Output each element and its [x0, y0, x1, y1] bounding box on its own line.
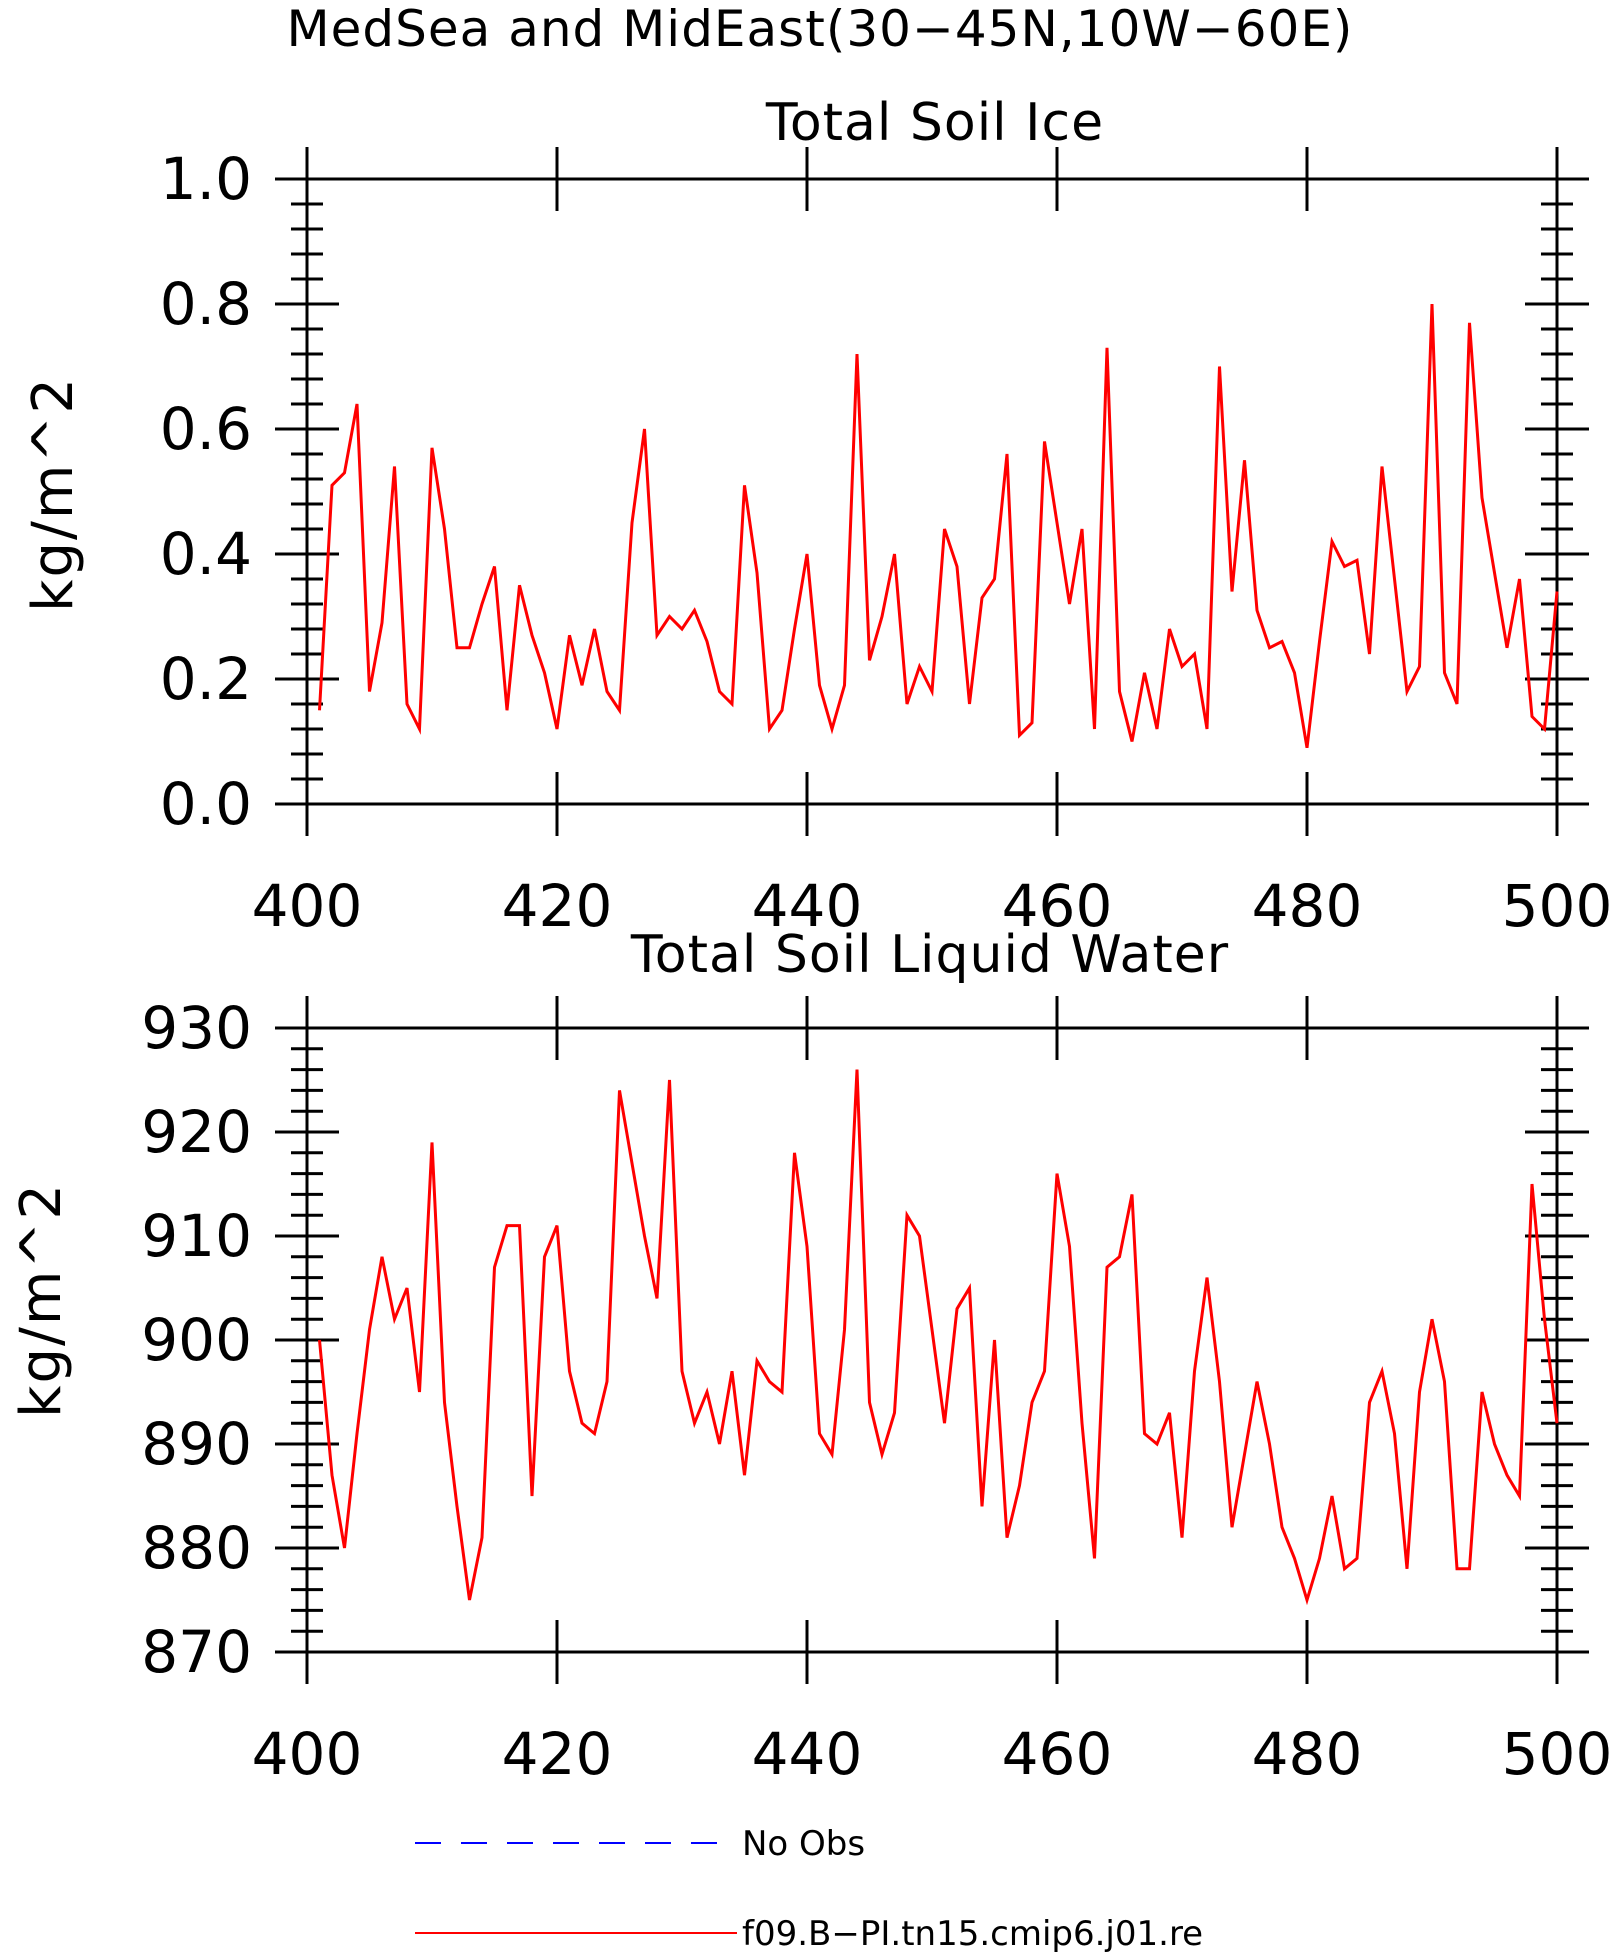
x-tick-labels: 400 420 440 460 480 500 [252, 1720, 1613, 1788]
panel-title: Total Soil Ice [765, 93, 1104, 153]
y-tick-label: 920 [141, 1098, 252, 1166]
panel-total-soil-ice: Total Soil Ice kg/m^2 0.0 0.2 0.4 0.6 0.8 1.0… [21, 93, 1612, 940]
y-tick-label: 0.2 [160, 645, 252, 713]
x-tick-label: 500 [1502, 1720, 1613, 1788]
y-tick-label: 0.6 [160, 395, 252, 463]
x-tick-label: 480 [1252, 1720, 1363, 1788]
y-axis-label: kg/m^2 [9, 1182, 74, 1418]
y-tick-label: 870 [141, 1618, 252, 1686]
x-tick-label: 460 [1002, 872, 1113, 940]
plot-frame [305, 177, 1559, 806]
axis-ticks [275, 147, 1589, 836]
x-tick-label: 420 [502, 872, 613, 940]
x-tick-label: 500 [1502, 872, 1613, 940]
x-tick-label: 440 [752, 872, 863, 940]
axis-ticks [275, 996, 1589, 1684]
series-line [318, 303, 1559, 749]
legend-label-no-obs: No Obs [742, 1824, 865, 1864]
series-group [318, 1069, 1559, 1606]
y-tick-labels: 0.0 0.2 0.4 0.6 0.8 1.0 [160, 145, 252, 838]
x-tick-label: 440 [752, 1720, 863, 1788]
y-tick-label: 880 [141, 1514, 252, 1582]
panel-title: Total Soil Liquid Water [630, 925, 1229, 985]
figure-suptitle: MedSea and MidEast(30−45N,10W−60E) [287, 0, 1354, 58]
x-tick-label: 400 [252, 1720, 363, 1788]
series-group [318, 303, 1559, 749]
y-tick-label: 930 [141, 994, 252, 1062]
legend-label-model: f09.B−PI.tn15.cmip6.j01.re [742, 1914, 1203, 1954]
x-tick-label: 480 [1252, 872, 1363, 940]
y-tick-label: 900 [141, 1306, 252, 1374]
x-tick-labels: 400 420 440 460 480 500 [252, 872, 1613, 940]
y-axis-label: kg/m^2 [21, 376, 86, 612]
y-tick-label: 1.0 [160, 145, 252, 213]
x-tick-label: 400 [252, 872, 363, 940]
x-tick-label: 460 [1002, 1720, 1113, 1788]
x-tick-label: 420 [502, 1720, 613, 1788]
y-tick-label: 910 [141, 1202, 252, 1270]
y-tick-labels: 870 880 890 900 910 920 930 [141, 994, 252, 1686]
y-tick-label: 0.0 [160, 770, 252, 838]
legend: No Obs f09.B−PI.tn15.cmip6.j01.re [415, 1824, 1203, 1954]
y-tick-label: 0.4 [160, 520, 252, 588]
y-tick-label: 0.8 [160, 270, 252, 338]
series-line [318, 1069, 1559, 1606]
panel-total-soil-liquid-water: Total Soil Liquid Water kg/m^2 870 880 890… [9, 925, 1612, 1788]
y-tick-label: 890 [141, 1410, 252, 1478]
